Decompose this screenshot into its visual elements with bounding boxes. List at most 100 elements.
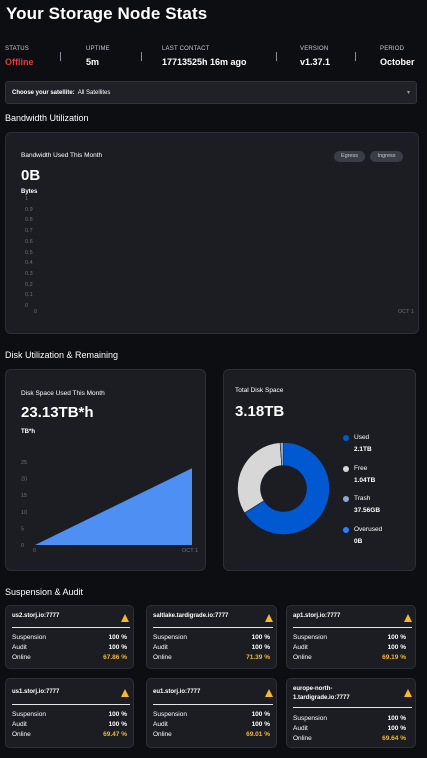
suspension-value: 100 % bbox=[108, 634, 127, 641]
disk-section-title: Disk Utilization & Remaining bbox=[5, 350, 119, 360]
satellite-card: europe-north-1.tardigrade.io:7777 ! Susp… bbox=[286, 678, 416, 748]
status-value: Offline bbox=[5, 57, 34, 67]
bandwidth-y-tick: 0.3 bbox=[25, 270, 33, 277]
audit-value: 100 % bbox=[387, 644, 406, 651]
bandwidth-section-title: Bandwidth Utilization bbox=[5, 113, 89, 123]
online-label: Online bbox=[153, 654, 172, 661]
bandwidth-y-tick: 0.4 bbox=[25, 260, 33, 267]
legend-dot-trash bbox=[343, 496, 349, 502]
satellite-card: eu1.storj.io:7777 ! Suspension 100 % Aud… bbox=[146, 678, 277, 748]
suspension-label: Suspension bbox=[293, 634, 327, 641]
legend-value-trash: 37.56GB bbox=[354, 507, 381, 514]
donut-slice-used bbox=[244, 442, 330, 535]
total-disk-card: Total Disk Space 3.18TB Used 2.1TB Free … bbox=[223, 369, 416, 571]
satellite-divider bbox=[153, 627, 273, 628]
online-value: 71.39 % bbox=[246, 654, 270, 661]
stat-uptime: UPTIME 5m bbox=[86, 46, 110, 67]
suspension-value: 100 % bbox=[387, 634, 406, 641]
bandwidth-value: 0B bbox=[21, 167, 41, 184]
bandwidth-y-tick: 0.1 bbox=[25, 292, 33, 299]
satellite-name: us2.storj.io:7777 bbox=[12, 613, 60, 619]
suspension-label: Suspension bbox=[12, 711, 46, 718]
online-label: Online bbox=[12, 731, 31, 738]
legend-dot-free bbox=[343, 466, 349, 472]
legend-name-used: Used bbox=[354, 434, 370, 441]
audit-value: 100 % bbox=[387, 725, 406, 732]
total-disk-value: 3.18TB bbox=[235, 403, 285, 420]
legend-name-overused: Overused bbox=[354, 526, 383, 533]
suspension-label: Suspension bbox=[153, 711, 187, 718]
satellite-divider bbox=[293, 707, 412, 708]
satellite-name: saltlake.tardigrade.io:7777 bbox=[153, 613, 229, 619]
audit-value: 100 % bbox=[108, 721, 127, 728]
legend-name-trash: Trash bbox=[354, 495, 371, 502]
bandwidth-chart: 1 0.9 0.8 0.7 0.6 0.5 0.4 0.3 0.2 0.1 0 0 OCT 1 bbox=[25, 196, 415, 316]
bandwidth-x-tick-start: 0 bbox=[34, 309, 38, 315]
audit-label: Audit bbox=[293, 644, 308, 651]
online-value: 69.47 % bbox=[103, 731, 127, 738]
egress-toggle[interactable]: Egress bbox=[334, 151, 365, 162]
warning-icon: ! bbox=[264, 614, 273, 622]
audit-label: Audit bbox=[153, 721, 168, 728]
warning-icon: ! bbox=[403, 689, 412, 697]
audit-value: 100 % bbox=[251, 644, 270, 651]
stat-period: PERIOD October bbox=[380, 46, 415, 67]
satellite-select[interactable]: Choose your satellite: All Satellites ▾ bbox=[5, 81, 417, 104]
donut-slice-trash bbox=[279, 442, 284, 466]
stat-last-contact: LAST CONTACT 17713525h 16m ago bbox=[162, 46, 247, 67]
satellite-name: ap1.storj.io:7777 bbox=[293, 613, 341, 619]
legend-item-free: Free 1.04TB bbox=[341, 465, 411, 495]
satellite-divider bbox=[12, 627, 130, 628]
page-title: Your Storage Node Stats bbox=[6, 4, 208, 23]
disk-used-card-title: Disk Space Used This Month bbox=[21, 390, 105, 397]
warning-icon: ! bbox=[120, 689, 129, 697]
legend-value-free: 1.04TB bbox=[354, 477, 376, 484]
stat-label: STATUS bbox=[5, 46, 29, 52]
audit-label: Audit bbox=[293, 725, 308, 732]
disk-y-tick: 20 bbox=[21, 477, 27, 483]
stat-status: STATUS Offline bbox=[5, 46, 34, 67]
warning-icon: ! bbox=[403, 614, 412, 622]
disk-used-value: 23.13TB*h bbox=[21, 404, 94, 421]
bandwidth-y-tick: 0.9 bbox=[25, 206, 33, 213]
suspension-value: 100 % bbox=[387, 715, 406, 722]
online-label: Online bbox=[153, 731, 172, 738]
legend-item-used: Used 2.1TB bbox=[341, 434, 411, 465]
bandwidth-x-tick-end: OCT 1 bbox=[397, 309, 414, 315]
suspension-label: Suspension bbox=[12, 634, 46, 641]
audit-label: Audit bbox=[153, 644, 168, 651]
donut-slice-free bbox=[237, 442, 283, 514]
satellite-name: europe-north-1.tardigrade.io:7777 bbox=[293, 686, 350, 701]
suspension-label: Suspension bbox=[153, 634, 187, 641]
bandwidth-y-tick: 0.2 bbox=[25, 281, 33, 288]
audit-section-title: Suspension & Audit bbox=[5, 587, 84, 597]
satellite-name: eu1.storj.io:7777 bbox=[153, 689, 201, 695]
version-value: v1.37.1 bbox=[300, 57, 331, 67]
satellite-divider bbox=[153, 704, 273, 705]
audit-value: 100 % bbox=[251, 721, 270, 728]
online-value: 69.19 % bbox=[382, 654, 406, 661]
stat-label: LAST CONTACT bbox=[162, 46, 210, 52]
total-disk-card-title: Total Disk Space bbox=[235, 387, 284, 394]
satellite-divider bbox=[12, 704, 130, 705]
bandwidth-y-tick: 1 bbox=[25, 196, 29, 202]
ingress-toggle[interactable]: Ingress bbox=[370, 151, 403, 162]
satellite-name: us1.storj.io:7777 bbox=[12, 689, 60, 695]
bandwidth-y-tick: 0.7 bbox=[25, 228, 33, 235]
satellite-select-label: Choose your satellite: bbox=[12, 89, 75, 96]
bandwidth-card-title: Bandwidth Used This Month bbox=[21, 152, 103, 159]
bandwidth-y-tick: 0.8 bbox=[25, 217, 33, 224]
warning-icon: ! bbox=[120, 614, 129, 622]
online-label: Online bbox=[293, 654, 312, 661]
stat-label: PERIOD bbox=[380, 46, 405, 52]
legend-value-used: 2.1TB bbox=[354, 446, 372, 453]
last-contact-value: 17713525h 16m ago bbox=[162, 57, 247, 67]
satellite-divider bbox=[293, 627, 412, 628]
stat-label: VERSION bbox=[300, 46, 329, 52]
legend-name-free: Free bbox=[354, 465, 368, 472]
online-value: 69.64 % bbox=[382, 735, 406, 742]
disk-used-area bbox=[35, 468, 192, 545]
stat-version: VERSION v1.37.1 bbox=[300, 46, 330, 67]
legend-value-overused: 0B bbox=[354, 538, 363, 545]
period-value: October bbox=[380, 57, 415, 67]
